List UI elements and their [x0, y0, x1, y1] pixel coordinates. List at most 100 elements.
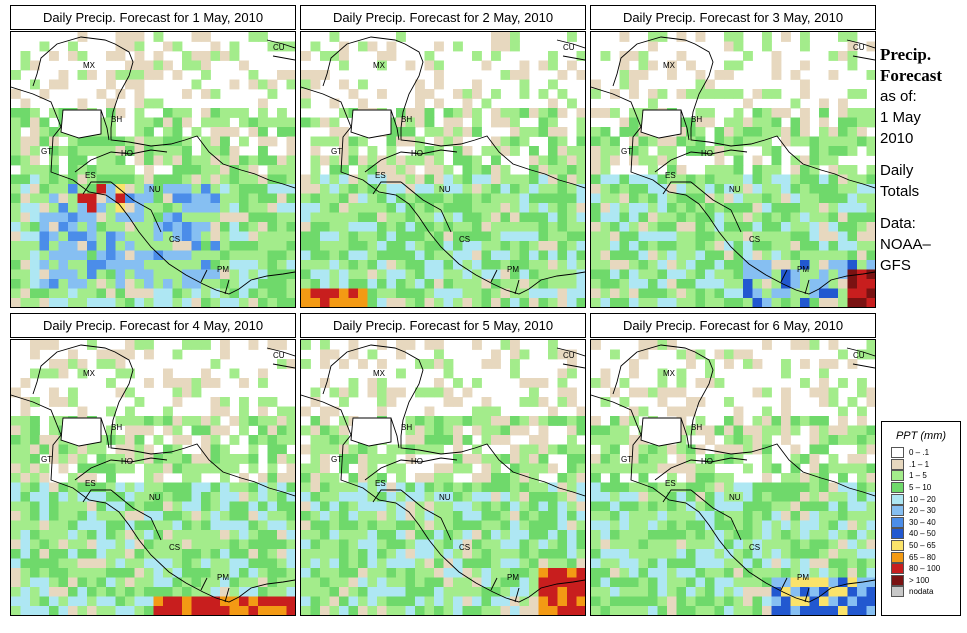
precip-cell — [320, 444, 330, 455]
precip-cell — [866, 558, 875, 569]
precip-cell — [348, 288, 359, 299]
precip-cell — [39, 241, 50, 251]
precip-cell — [125, 587, 135, 597]
precip-cell — [781, 127, 791, 137]
precip-cell — [548, 193, 558, 204]
precip-cell — [500, 184, 511, 194]
precip-cell — [866, 568, 875, 578]
precip-cell — [781, 520, 791, 531]
precip-cell — [115, 454, 126, 464]
precip-cell — [619, 501, 630, 512]
precip-cell — [838, 492, 848, 502]
precip-cell — [87, 165, 97, 175]
precip-cell — [210, 155, 221, 166]
precip-cell — [239, 298, 249, 307]
precip-cell — [538, 269, 549, 280]
precip-cell — [201, 298, 211, 307]
precip-cell — [491, 482, 501, 493]
coastline — [11, 36, 295, 295]
precip-cell — [258, 279, 268, 289]
precip-cell — [49, 520, 59, 531]
precip-cell — [310, 511, 321, 521]
precip-cell — [434, 606, 444, 615]
precip-cell — [529, 596, 539, 607]
precip-cell — [339, 60, 349, 71]
precip-cell — [800, 511, 810, 521]
precip-cell — [462, 250, 473, 261]
precip-cell — [310, 473, 321, 483]
precip-cell — [358, 558, 368, 569]
precip-cell — [695, 298, 706, 307]
precip-cell — [396, 539, 406, 550]
precip-cell — [733, 406, 744, 417]
precip-cell — [39, 549, 50, 559]
precip-cell — [462, 127, 473, 137]
precip-cell — [405, 241, 416, 251]
precip-cell — [20, 60, 31, 71]
precip-cell — [144, 596, 154, 607]
precip-cell — [258, 549, 268, 559]
precip-cell — [443, 596, 454, 607]
precip-cell — [638, 260, 649, 270]
precip-cell — [724, 41, 734, 52]
precip-cell — [77, 136, 88, 147]
precip-cell — [386, 174, 397, 185]
precip-cell — [819, 184, 829, 194]
precip-cell — [724, 473, 734, 483]
precip-cell — [20, 279, 31, 289]
precip-cell — [866, 279, 875, 289]
precip-cell — [96, 463, 107, 474]
precip-cell — [657, 530, 668, 540]
precip-cell — [277, 241, 287, 251]
precip-cell — [229, 463, 240, 474]
precip-cell — [866, 117, 875, 128]
precip-cell — [358, 184, 368, 194]
precip-cell — [743, 51, 753, 61]
precip-cell — [210, 51, 221, 61]
precip-cell — [576, 511, 585, 521]
precip-cell — [529, 444, 539, 455]
precip-cell — [657, 387, 668, 398]
precip-cell — [106, 108, 116, 118]
country-label: CU — [273, 43, 285, 52]
precip-cell — [210, 165, 221, 175]
precip-cell — [58, 368, 69, 379]
precip-cell — [191, 288, 202, 299]
precip-cell — [548, 241, 558, 251]
precip-cell — [301, 98, 311, 109]
precip-cell — [705, 279, 715, 289]
precip-cell — [68, 222, 78, 232]
precip-cell — [576, 279, 585, 289]
precip-cell — [191, 387, 202, 398]
precip-cell — [358, 577, 368, 588]
precip-cell — [286, 117, 295, 128]
precip-cell — [396, 298, 406, 307]
precip-cell — [377, 378, 387, 388]
precip-cell — [576, 530, 585, 540]
legend-swatch — [891, 447, 904, 459]
precip-cell — [267, 279, 278, 289]
precip-cell — [838, 136, 848, 147]
precip-cell — [153, 501, 164, 512]
precip-cell — [714, 203, 725, 213]
precip-cell — [286, 577, 295, 588]
precip-cell — [367, 549, 378, 559]
precip-cell — [68, 241, 78, 251]
precip-cell — [538, 558, 549, 569]
precip-cell — [201, 577, 211, 588]
precip-cell — [800, 260, 810, 270]
precip-cell — [576, 174, 585, 185]
precip-cell — [567, 32, 577, 42]
precip-cell — [434, 482, 444, 493]
precip-cell — [49, 193, 59, 204]
precip-cell — [548, 340, 558, 350]
precip-cell — [610, 425, 620, 436]
country-label: CS — [169, 543, 180, 552]
precip-cell — [519, 568, 530, 578]
precip-cell — [229, 549, 240, 559]
precip-cell — [576, 127, 585, 137]
precip-cell — [819, 501, 829, 512]
precip-cell — [134, 435, 145, 445]
precip-cell — [638, 70, 649, 80]
precip-cell — [705, 231, 715, 242]
